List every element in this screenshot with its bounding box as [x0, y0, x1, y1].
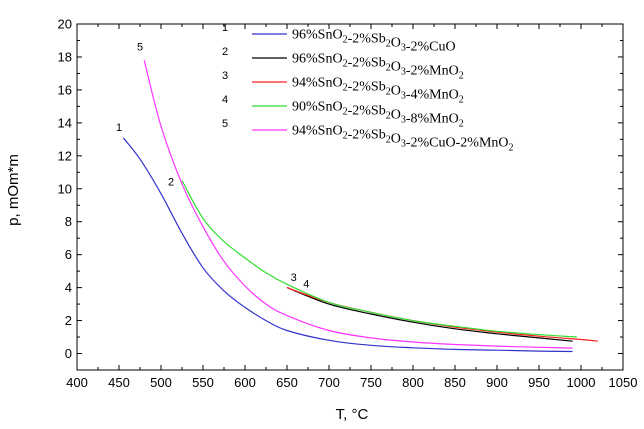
x-tick-label: 500: [150, 375, 172, 390]
y-tick-label: 14: [58, 115, 72, 130]
y-tick-label: 8: [65, 214, 72, 229]
x-tick-label: 600: [234, 375, 256, 390]
series-line-5: [143, 60, 573, 349]
y-tick-label: 18: [58, 49, 72, 64]
legend-number-2: 2: [222, 46, 228, 58]
x-tick-label: 900: [486, 375, 508, 390]
series-line-4: [181, 180, 577, 338]
series-line-2: [286, 287, 573, 342]
legend-entry-2: 96%SnO2-2%Sb2O3-2%MnO2: [292, 52, 464, 82]
x-tick-label: 1000: [567, 375, 596, 390]
x-axis-label: T, °C: [336, 406, 369, 423]
y-tick-label: 12: [58, 148, 72, 163]
x-tick-label: 650: [276, 375, 298, 390]
y-tick-label: 6: [65, 247, 72, 262]
x-tick-label: 950: [528, 375, 550, 390]
legend: 1 96%SnO2-2%Sb2O3-2%CuO 2 96%SnO2-2%Sb2O3-2…: [222, 22, 514, 154]
curve-label-4: 4: [303, 279, 309, 291]
y-tick-label: 0: [65, 346, 72, 361]
series-line-3: [286, 287, 598, 342]
legend-entry-1: 96%SnO2-2%Sb2O3-2%CuO: [292, 28, 456, 55]
x-tick-label: 750: [360, 375, 382, 390]
legend-number-3: 3: [222, 70, 228, 82]
legend-number-4: 4: [222, 94, 228, 106]
y-tick-label: 16: [58, 82, 72, 97]
y-axis-label: p, mOm*m: [5, 154, 22, 226]
legend-entry-4: 90%SnO2-2%Sb2O3-8%MnO2: [292, 100, 464, 130]
legend-entry-5: 94%SnO2-2%Sb2O3-2%CuO-2%MnO2: [292, 124, 514, 154]
series-line-1: [122, 137, 573, 353]
x-tick-label: 550: [192, 375, 214, 390]
curve-label-3: 3: [291, 272, 297, 284]
legend-entry-3: 94%SnO2-2%Sb2O3-4%MnO2: [292, 76, 464, 106]
x-tick-label: 1050: [609, 375, 638, 390]
y-tick-label: 10: [58, 181, 72, 196]
plot-frame: [76, 23, 624, 371]
legend-number-1: 1: [222, 22, 228, 34]
curve-label-1: 1: [116, 122, 122, 134]
legend-number-5: 5: [222, 118, 228, 130]
axes: 400 450 500 550 600 650 700 750 800 850 900 950 1000…: [58, 17, 638, 391]
y-tick-label: 20: [58, 17, 72, 32]
y-tick-label: 4: [65, 280, 72, 295]
y-tick-label: 2: [65, 313, 72, 328]
curve-label-5: 5: [137, 41, 143, 53]
x-tick-label: 700: [318, 375, 340, 390]
x-tick-label: 450: [108, 375, 130, 390]
x-tick-label: 800: [402, 375, 424, 390]
plot-curves: [122, 60, 598, 353]
curve-label-2: 2: [168, 176, 174, 188]
x-tick-label: 850: [444, 375, 466, 390]
x-tick-label: 400: [66, 375, 88, 390]
